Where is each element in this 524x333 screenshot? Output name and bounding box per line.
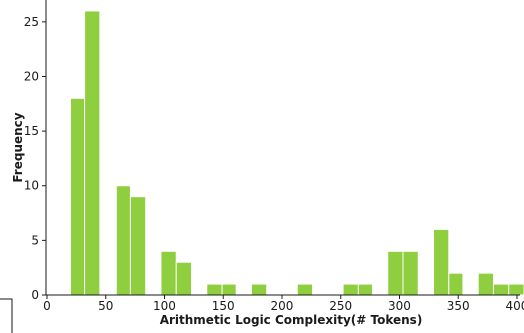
x-tick-label: 400 bbox=[506, 299, 524, 313]
histogram-bar bbox=[84, 10, 101, 296]
histogram-bar bbox=[387, 250, 404, 296]
histogram-bar bbox=[296, 283, 314, 296]
histogram-bar bbox=[342, 283, 359, 296]
histogram-bar bbox=[221, 283, 237, 296]
histogram-bar bbox=[477, 272, 494, 296]
y-tick-label: 15 bbox=[24, 124, 39, 138]
axes-group bbox=[45, 0, 520, 296]
x-tick-label: 0 bbox=[43, 299, 51, 313]
histogram-bar bbox=[508, 283, 524, 296]
y-tick-label: 10 bbox=[24, 179, 39, 193]
histogram-bar bbox=[160, 250, 177, 296]
x-tick-label: 350 bbox=[447, 299, 470, 313]
histogram-bar bbox=[129, 196, 147, 296]
histogram-bar bbox=[250, 283, 268, 296]
y-tick-label: 5 bbox=[31, 233, 39, 247]
ticks-group: 0 50 100 150 200 250 300 350 400 0 5 10 15 20 25 bbox=[24, 15, 524, 313]
corner-bracket bbox=[0, 298, 13, 333]
histogram-bar bbox=[357, 283, 373, 296]
y-tick-label: 0 bbox=[31, 288, 39, 302]
x-tick-label: 250 bbox=[329, 299, 352, 313]
histogram-bar bbox=[492, 283, 510, 296]
x-tick-label: 300 bbox=[388, 299, 411, 313]
y-tick-label: 20 bbox=[24, 69, 39, 83]
histogram-bar bbox=[115, 185, 131, 296]
x-tick-label: 50 bbox=[98, 299, 113, 313]
bars-group bbox=[70, 10, 524, 296]
y-axis-title: Frequency bbox=[11, 112, 25, 182]
y-tick-label: 25 bbox=[24, 15, 39, 29]
x-tick-label: 200 bbox=[271, 299, 294, 313]
histogram-bar bbox=[206, 283, 223, 296]
x-tick-label: 150 bbox=[212, 299, 235, 313]
histogram-bar bbox=[402, 250, 419, 296]
histogram-bar bbox=[175, 261, 193, 296]
x-axis-title: Arithmetic Logic Complexity(# Tokens) bbox=[160, 313, 423, 327]
histogram-bar bbox=[70, 97, 86, 296]
histogram-bar bbox=[448, 272, 464, 296]
histogram-bar bbox=[433, 228, 450, 296]
x-tick-label: 100 bbox=[153, 299, 176, 313]
